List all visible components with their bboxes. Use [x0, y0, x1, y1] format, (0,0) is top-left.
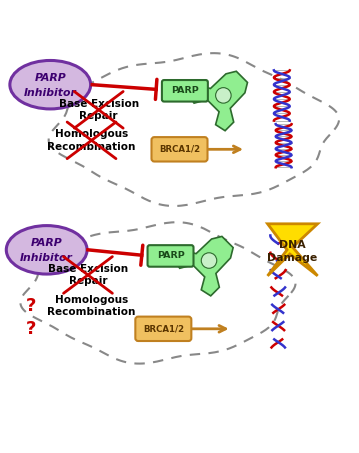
Text: Homologous
Recombination: Homologous Recombination	[47, 129, 136, 152]
Text: PARP: PARP	[157, 251, 185, 260]
Text: Inhibitor: Inhibitor	[24, 87, 77, 97]
Polygon shape	[267, 224, 318, 276]
Text: ?: ?	[25, 297, 36, 315]
FancyBboxPatch shape	[162, 80, 208, 101]
Polygon shape	[188, 71, 247, 131]
Text: DNA
Damage: DNA Damage	[267, 241, 318, 263]
Polygon shape	[174, 236, 233, 296]
Circle shape	[201, 253, 217, 268]
Text: BRCA1/2: BRCA1/2	[159, 145, 200, 154]
Text: PARP: PARP	[34, 73, 66, 83]
Text: ?: ?	[25, 320, 36, 338]
Text: PARP: PARP	[31, 238, 62, 248]
FancyBboxPatch shape	[135, 317, 191, 341]
Text: PARP: PARP	[171, 87, 199, 95]
Text: BRCA1/2: BRCA1/2	[143, 324, 184, 333]
Ellipse shape	[10, 60, 90, 109]
Circle shape	[216, 87, 231, 103]
FancyBboxPatch shape	[151, 137, 208, 162]
Text: Inhibitor: Inhibitor	[20, 253, 73, 263]
Text: Homologous
Recombination: Homologous Recombination	[47, 295, 136, 318]
Text: Base Excision
Repair: Base Excision Repair	[59, 99, 139, 121]
Text: Base Excision
Repair: Base Excision Repair	[48, 264, 128, 286]
Ellipse shape	[6, 226, 87, 274]
FancyBboxPatch shape	[148, 245, 194, 267]
